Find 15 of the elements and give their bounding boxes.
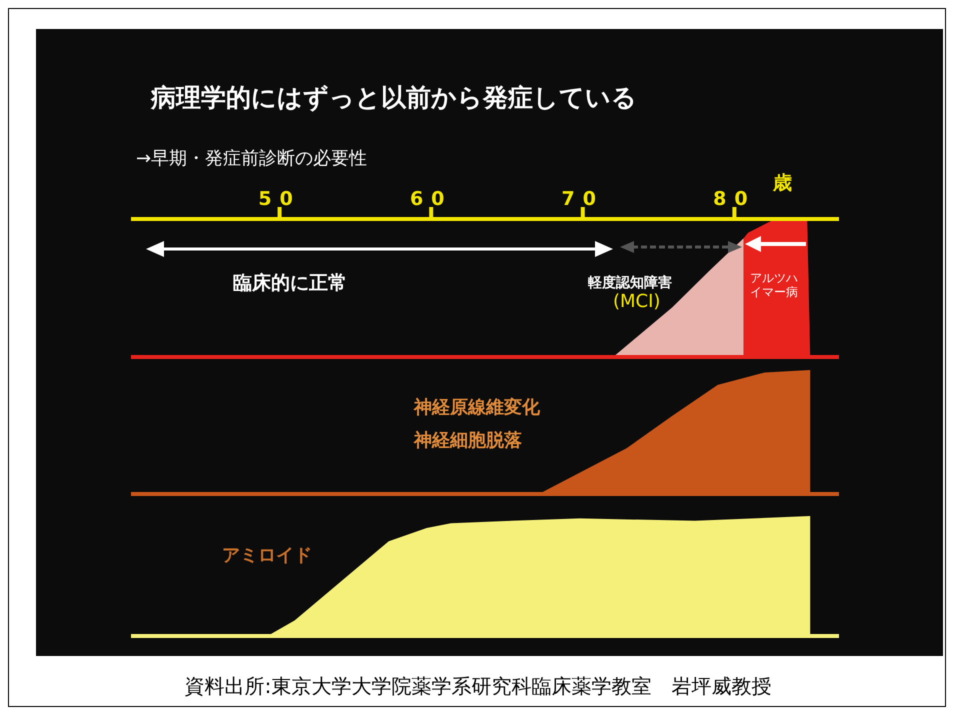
annotation: 神経細胞脱落 (414, 430, 522, 452)
annotation: アミロイド (222, 545, 312, 567)
chart-title: 病理学的にはずっと以前から発症している (151, 82, 637, 114)
annotation: 軽度認知障害 (588, 275, 672, 292)
x-tick-label: 80 (713, 188, 756, 210)
chart-subtitle: →早期・発症前診断の必要性 (136, 147, 368, 170)
annotation: 臨床的に正常 (233, 272, 347, 295)
text: 資料出所:東京大学大学院薬学系研究科臨床薬学教室 岩坪威教授 (184, 673, 772, 700)
annotation: (MCI) (613, 291, 660, 313)
annotation: 神経原線維変化 (414, 397, 540, 419)
x-tick-label: 70 (562, 188, 604, 210)
x-tick-label: 50 (258, 188, 301, 210)
x-axis-title: 歳 (773, 171, 792, 196)
x-tick-label: 60 (410, 188, 452, 210)
annotation: アルツハイマー病 (749, 271, 799, 300)
